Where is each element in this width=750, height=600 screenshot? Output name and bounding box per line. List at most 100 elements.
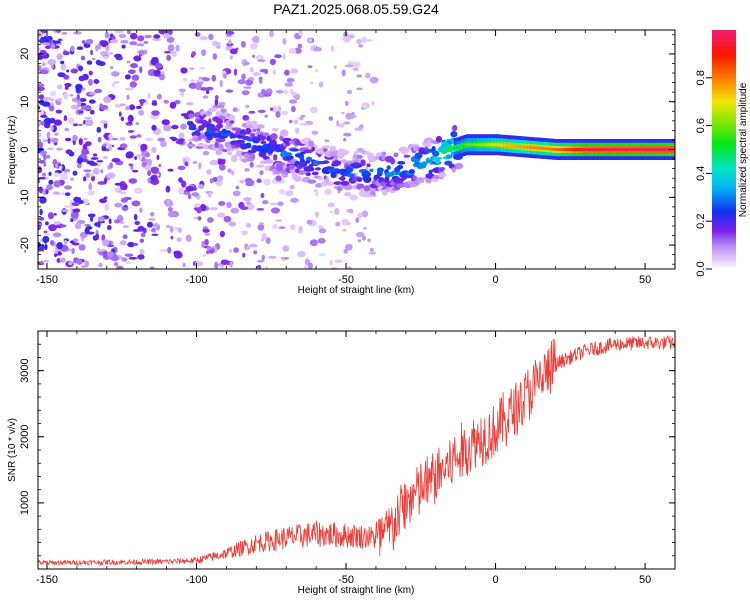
spectrogram-noise-cell (59, 257, 66, 263)
spectrogram-carrier-cell (645, 148, 648, 151)
spectrogram-carrier-cell (559, 148, 562, 151)
spectrogram-noise-cell (214, 98, 219, 106)
spectrogram-noise-cell (244, 168, 250, 172)
spectrogram-noise-cell (89, 214, 94, 222)
spectrogram-noise-cell (223, 215, 232, 223)
spectrogram-noise-cell (38, 105, 41, 110)
spectrogram-noise-cell (191, 192, 199, 197)
spectrogram-noise-cell (242, 252, 246, 258)
spectrogram-noise-cell (298, 30, 303, 37)
y-tick-label: 10 (19, 96, 31, 108)
spectrogram-noise-cell (78, 138, 83, 146)
spectrogram-noise-cell (271, 105, 278, 113)
spectrogram-carrier-cell (597, 148, 600, 151)
spectrogram-ridge-cell (224, 141, 232, 148)
spectrogram-noise-cell (59, 173, 68, 181)
spectrogram-noise-cell (158, 163, 162, 168)
spectrogram-noise-cell (64, 86, 69, 90)
spectrogram-noise-cell (209, 207, 219, 211)
spectrogram-noise-cell (198, 66, 206, 70)
spectrogram-noise-cell (45, 35, 53, 41)
spectrogram-ridge-cell (325, 177, 330, 184)
spectrogram-noise-cell (263, 93, 272, 97)
spectrogram-noise-cell (258, 76, 263, 81)
spectrogram-ridge-cell (216, 148, 222, 155)
spectrogram-ridge-cell (229, 120, 235, 124)
spectrogram-noise-cell (218, 102, 226, 106)
spectrogram-ridge-cell (400, 147, 410, 155)
spectrogram-noise-cell (257, 224, 265, 231)
spectrogram-noise-cell (349, 208, 354, 214)
spectrogram-carrier-cell (676, 139, 679, 160)
spectrogram-noise-cell (220, 259, 229, 266)
spectrogram-noise-cell (275, 175, 282, 182)
spectrogram-carrier-cell (518, 145, 521, 148)
spectrogram-noise-cell (202, 151, 210, 156)
spectrogram-ridge-cell (311, 171, 319, 176)
spectrogram-noise-cell (60, 60, 65, 65)
spectrogram-noise-cell (131, 200, 141, 207)
spectrogram-ridge-cell (307, 179, 317, 184)
spectrogram-noise-cell (97, 181, 106, 185)
spectrogram-noise-cell (87, 190, 95, 196)
colorbar-tick-label: 0.8 (695, 70, 707, 85)
spectrogram-carrier-cell (676, 148, 679, 151)
spectrogram-noise-cell (317, 237, 326, 244)
spectrogram-noise-cell (281, 110, 289, 116)
spectrogram-ridge-cell (426, 140, 432, 148)
y-tick-label: -20 (19, 237, 31, 253)
spectrogram-noise-cell (113, 187, 120, 191)
spectrogram-noise-cell (232, 107, 238, 112)
spectrogram-noise-cell (318, 228, 327, 234)
spectrogram-noise-cell (367, 238, 371, 243)
spectrogram-noise-cell (241, 90, 250, 96)
spectrogram-noise-cell (261, 254, 265, 261)
spectrogram-noise-cell (342, 36, 351, 42)
spectrogram-noise-cell (282, 257, 286, 261)
spectrogram-noise-cell (123, 196, 132, 201)
spectrogram-noise-cell (88, 99, 96, 104)
spectrogram-noise-cell (249, 162, 254, 168)
spectrogram-noise-cell (218, 164, 226, 171)
spectrogram-carrier-cell (609, 148, 612, 151)
spectrogram-noise-cell (167, 44, 175, 52)
spectrogram-carrier-cell (465, 143, 469, 147)
spectrogram-noise-cell (63, 92, 69, 100)
spectrogram-ridge-cell (308, 140, 315, 147)
figure-title: PAZ1.2025.068.05.59.G24 (273, 1, 439, 17)
spectrogram-noise-cell (97, 43, 101, 50)
spectrogram-noise-cell (72, 170, 78, 176)
spectrogram-noise-cell (335, 221, 341, 227)
colorbar-label: Normalized spectral amplitude (738, 82, 749, 217)
spectrogram-noise-cell (46, 131, 51, 139)
spectrogram-noise-cell (344, 221, 352, 226)
spectrogram-noise-cell (108, 143, 113, 151)
spectrogram-noise-cell (38, 94, 45, 100)
snr-x-ticks: -150 -100 -50 0 50 (36, 331, 676, 586)
spectrogram-noise-cell (84, 260, 89, 268)
spectrogram-carrier-cell (585, 148, 588, 151)
spectrogram-ridge-cell (280, 150, 288, 158)
spectrogram-carrier-cell (570, 148, 574, 151)
spectrogram-noise-cell (64, 137, 72, 142)
spectrogram-noise-cell (136, 43, 145, 47)
spectrogram-noise-cell (46, 184, 53, 191)
spectrogram-carrier-cell (659, 148, 663, 151)
colorbar-tick-label: 0.2 (695, 214, 707, 229)
spectrogram-noise-cell (90, 49, 94, 56)
spectrogram-noise-cell (43, 236, 48, 244)
spectrogram-noise-cell (231, 170, 235, 176)
spectrogram-noise-cell (299, 116, 304, 121)
spectrogram-noise-cell (79, 98, 87, 102)
spectrogram-noise-cell (39, 208, 43, 216)
spectrogram-carrier-cell (477, 143, 481, 147)
spectrogram-noise-cell (76, 93, 81, 101)
spectrogram-noise-cell (282, 245, 290, 252)
spectrogram-noise-cell (260, 192, 265, 199)
spectrogram-noise-cell (38, 83, 45, 88)
spectrogram-noise-cell (357, 239, 362, 243)
spectrogram-ridge-cell (432, 150, 440, 157)
spectrogram-noise-cell (146, 221, 154, 228)
spectrogram-noise-cell (275, 89, 284, 94)
spectrogram-noise-cell (219, 230, 225, 238)
